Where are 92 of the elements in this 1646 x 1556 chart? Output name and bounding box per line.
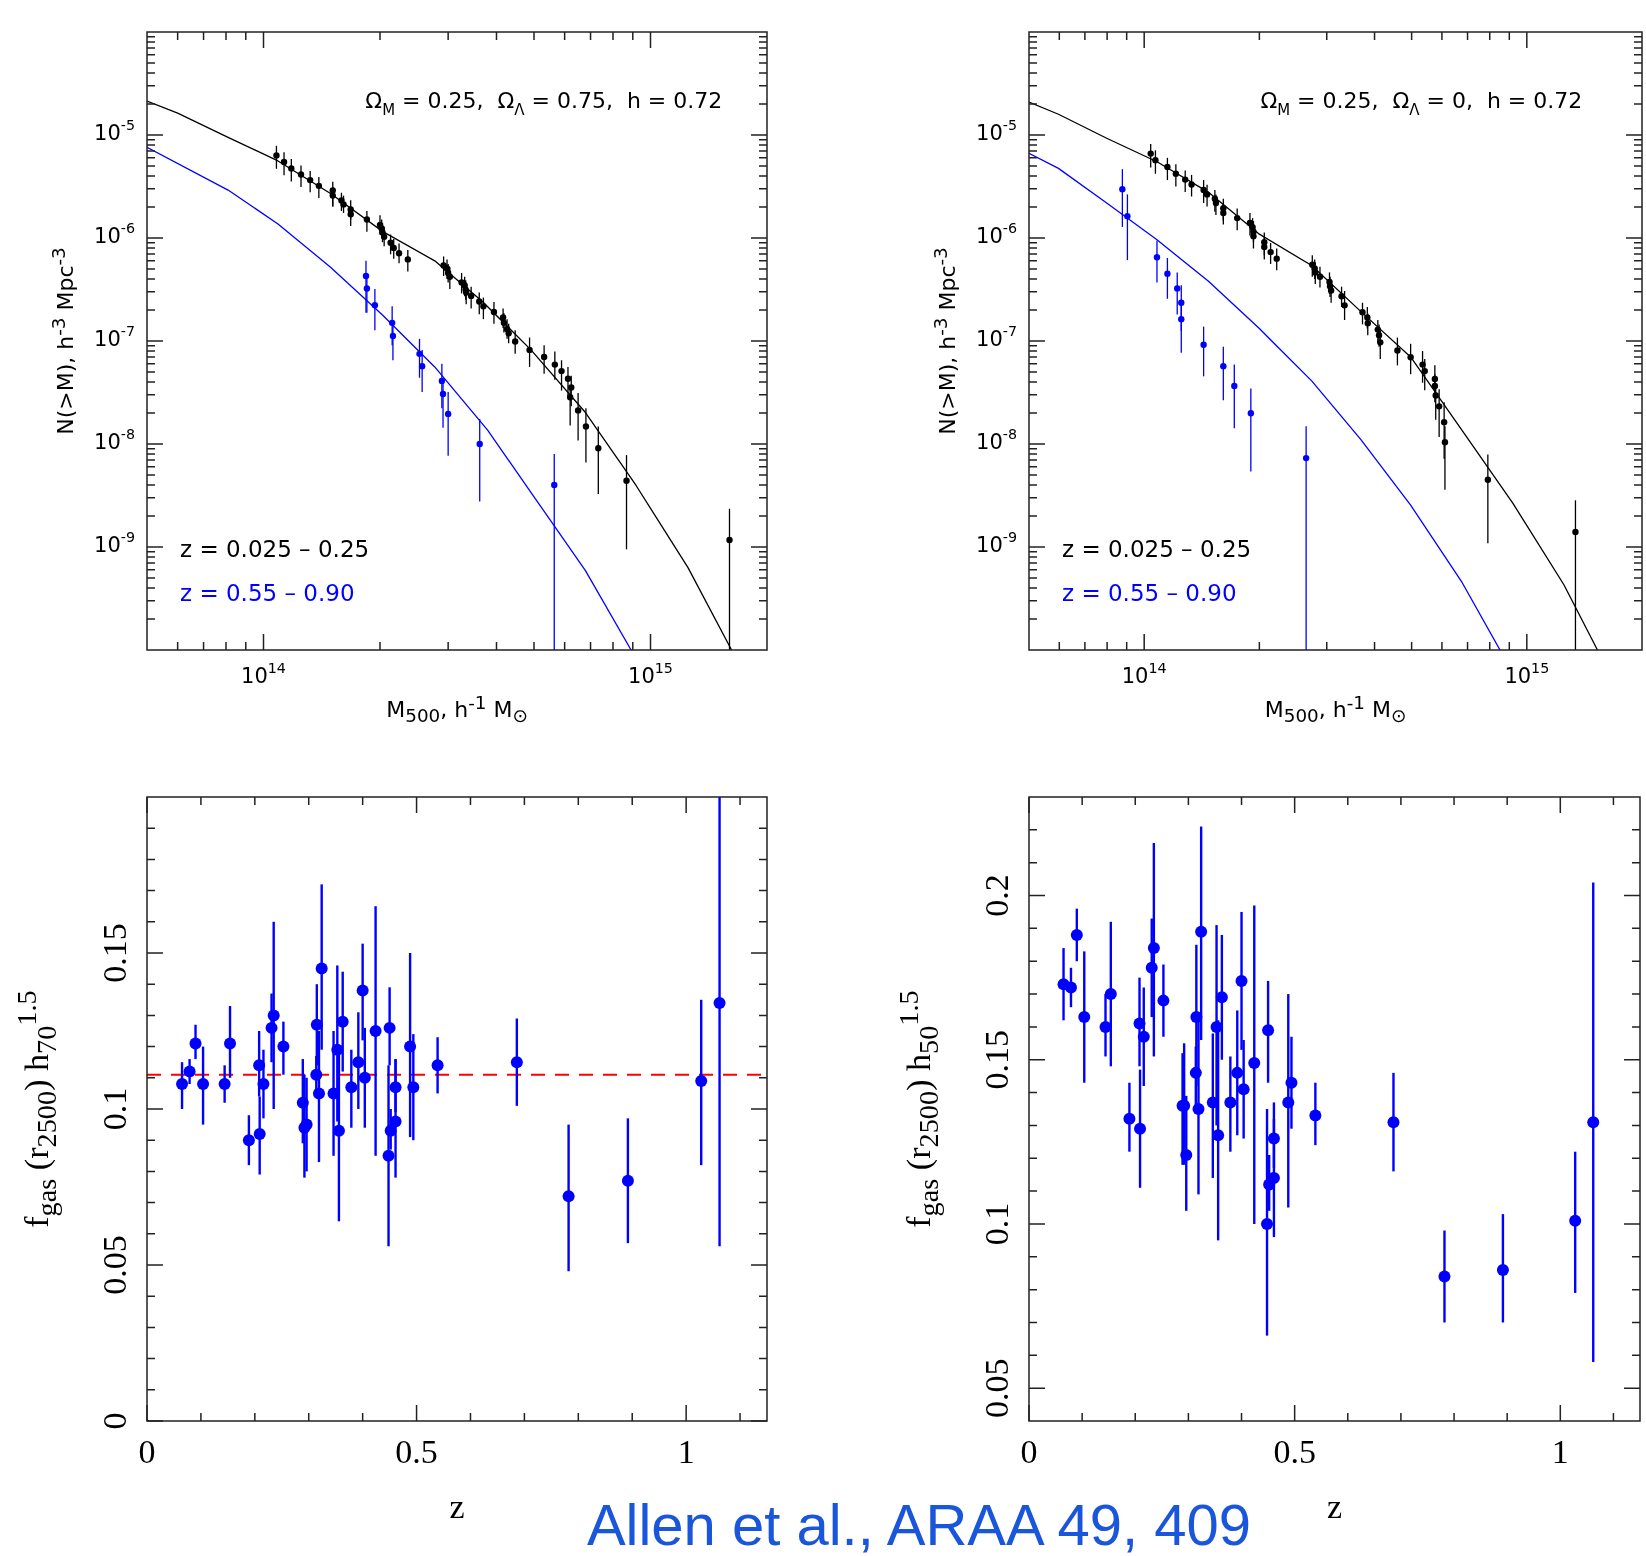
point <box>1137 1030 1150 1043</box>
x-tick-label: 0.5 <box>1273 1432 1316 1470</box>
point <box>1192 1103 1205 1115</box>
text: z = 0.55 – 0.90 <box>180 579 355 606</box>
point <box>1262 1024 1275 1037</box>
point <box>224 1037 237 1050</box>
point <box>1070 928 1083 941</box>
point <box>1587 1116 1600 1129</box>
x-tick-label: 1 <box>1551 1432 1569 1470</box>
x-axis-title: z <box>1326 1488 1343 1526</box>
point <box>218 1078 231 1091</box>
y-tick-label: 0.1 <box>977 1202 1015 1246</box>
text: z = 0.025 – 0.25 <box>1062 535 1252 562</box>
x-tick-label: 0.5 <box>395 1432 438 1470</box>
y-tick-label: 0.2 <box>977 874 1015 917</box>
point <box>257 1078 270 1091</box>
point <box>345 1081 358 1094</box>
point <box>382 1149 395 1162</box>
point <box>1195 925 1208 938</box>
x-axis-title: M$_{500}$, h$^{-1}$ M$_{⊙}$ <box>386 691 528 727</box>
point <box>431 1059 444 1072</box>
point <box>1261 1217 1274 1230</box>
text: z = 0.025 – 0.25 <box>180 535 370 562</box>
point <box>713 996 726 1009</box>
point <box>315 962 328 975</box>
point <box>176 1078 189 1091</box>
text: Allen et al., ARAA 49, 409 <box>586 1492 1252 1556</box>
y-tick-label: 0 <box>95 1412 133 1430</box>
point <box>1157 994 1170 1007</box>
y-tick-label: 0.05 <box>95 1235 133 1295</box>
point <box>1147 942 1160 955</box>
point <box>369 1025 382 1037</box>
x-tick-label: 1 <box>677 1432 695 1470</box>
point <box>1237 1083 1250 1096</box>
point <box>1438 1270 1451 1283</box>
y-tick-label: 0.15 <box>95 923 133 983</box>
point <box>1064 981 1077 994</box>
point <box>389 1115 402 1128</box>
point <box>1123 1112 1136 1125</box>
point <box>384 1124 397 1137</box>
point <box>331 1043 344 1056</box>
point <box>336 1015 349 1028</box>
point <box>1190 1011 1203 1024</box>
point <box>1496 1263 1509 1276</box>
point <box>277 1040 290 1053</box>
point <box>1224 1096 1237 1109</box>
point <box>253 1127 266 1140</box>
point <box>310 1068 323 1081</box>
y-tick-label: 0.05 <box>977 1358 1015 1418</box>
point <box>183 1065 196 1078</box>
point <box>1180 1148 1193 1161</box>
point <box>1282 1096 1295 1109</box>
point <box>404 1040 417 1053</box>
point <box>407 1081 420 1094</box>
point <box>310 1018 323 1031</box>
point <box>1078 1011 1091 1024</box>
point <box>1231 1066 1244 1079</box>
point <box>265 1021 278 1034</box>
point <box>358 1071 371 1084</box>
point <box>1387 1116 1400 1129</box>
point <box>1133 1017 1146 1030</box>
point <box>1267 1132 1280 1145</box>
point <box>389 1081 402 1094</box>
point <box>267 1009 280 1022</box>
point <box>197 1078 210 1091</box>
point <box>1569 1214 1582 1227</box>
point <box>1189 1066 1202 1079</box>
point <box>242 1134 255 1147</box>
x-axis-title: M$_{500}$, h$^{-1}$ M$_{⊙}$ <box>1264 691 1407 727</box>
point <box>1215 991 1228 1004</box>
point <box>189 1037 202 1050</box>
point <box>356 984 369 997</box>
point <box>312 1087 325 1100</box>
point <box>1309 1109 1322 1122</box>
point <box>1285 1076 1298 1089</box>
point <box>510 1056 523 1069</box>
point <box>1235 974 1248 987</box>
point <box>621 1174 634 1187</box>
point <box>1248 1057 1261 1070</box>
point <box>695 1074 708 1087</box>
point <box>1145 961 1158 974</box>
point <box>253 1059 266 1072</box>
point <box>383 1021 396 1034</box>
point <box>562 1190 575 1203</box>
x-axis-title: z <box>449 1488 465 1526</box>
point <box>1134 1122 1147 1135</box>
point <box>1104 988 1117 1001</box>
point <box>296 1096 309 1109</box>
point <box>352 1056 365 1069</box>
y-tick-label: 0.15 <box>977 1029 1015 1090</box>
y-tick-label: 0.1 <box>95 1087 133 1131</box>
text: z = 0.55 – 0.90 <box>1062 579 1237 606</box>
